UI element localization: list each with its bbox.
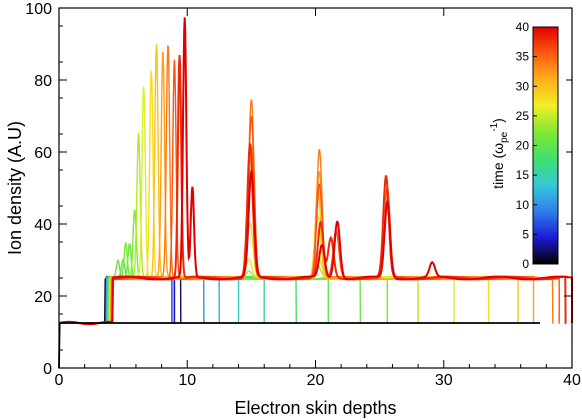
- series-line-t14: [58, 275, 240, 325]
- series-line-t18: [58, 275, 297, 325]
- x-tick-label: 30: [435, 372, 453, 389]
- colorbar-tick-label: 40: [516, 20, 530, 34]
- series-line-t26: [58, 86, 455, 325]
- series-line-t10: [58, 275, 205, 325]
- series-line-t20: [58, 258, 329, 325]
- y-tick-label: 0: [43, 361, 52, 378]
- colorbar-label: time (ωpe-1): [489, 118, 510, 189]
- baseline-curve: [58, 322, 540, 369]
- colorbar-tick-label: 15: [516, 168, 530, 182]
- x-tick-label: 10: [178, 372, 196, 389]
- colorbar-ticks: 0 5 10 15 20 25 30 35 40: [516, 20, 537, 271]
- series-line-baseline: [58, 322, 540, 369]
- y-tick-label: 40: [34, 217, 52, 234]
- y-tick-label: 60: [34, 145, 52, 162]
- y-tick-label: 20: [34, 289, 52, 306]
- x-tick-label: 20: [307, 372, 325, 389]
- colorbar-tick-label: 20: [516, 139, 530, 153]
- series-line-t2: [58, 275, 182, 325]
- colorbar-tick-label: 30: [516, 79, 530, 93]
- series-line-t0: [58, 275, 176, 325]
- density-curves: [58, 17, 573, 326]
- series-line-t28: [58, 70, 490, 325]
- x-axis-label: Electron skin depths: [234, 398, 396, 418]
- series-line-t34: [58, 45, 554, 325]
- series-line-t4: [58, 275, 176, 325]
- y-tick-label: 100: [25, 1, 52, 18]
- series-line-t16: [58, 275, 265, 325]
- colorbar-tick-label: 5: [522, 227, 529, 241]
- colorbar-tick-label: 10: [516, 198, 530, 212]
- x-tick-label: 0: [55, 372, 64, 389]
- series-line-t6: [58, 275, 173, 325]
- y-axis-label: Ion density (A.U): [5, 121, 25, 255]
- series-line-t40: [58, 17, 573, 326]
- colorbar-tick-label: 25: [516, 109, 530, 123]
- series-line-t12: [58, 275, 220, 325]
- series-line-t30: [58, 44, 519, 325]
- x-tick-label: 40: [563, 372, 581, 389]
- y-tick-label: 80: [34, 73, 52, 90]
- colorbar-gradient: [532, 26, 559, 265]
- colorbar-tick-label: 0: [522, 257, 529, 271]
- colorbar-tick-label: 35: [516, 50, 530, 64]
- colorbar: 0 5 10 15 20 25 30 35 40 time (ωpe-1): [480, 18, 566, 274]
